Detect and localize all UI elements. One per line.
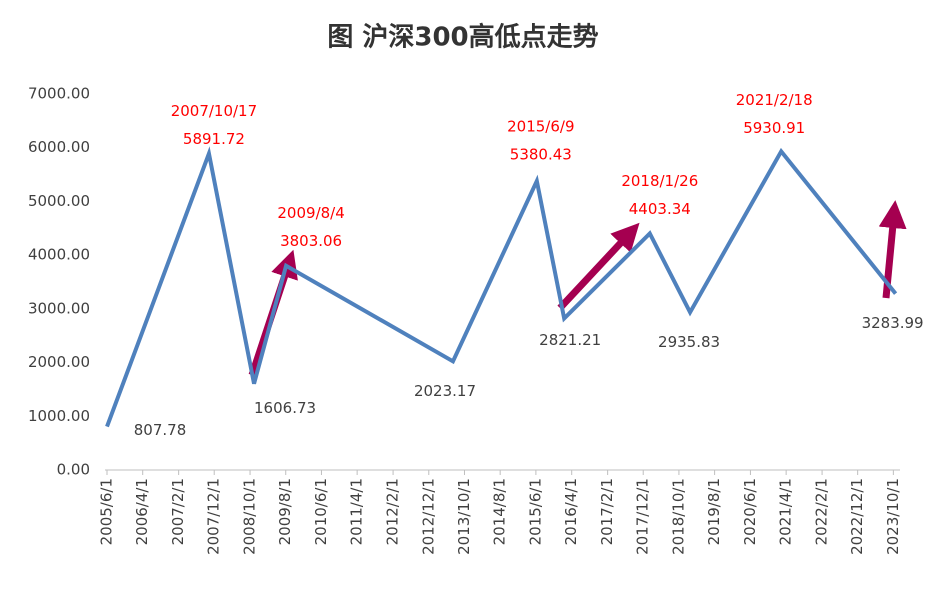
y-tick-label: 1000.00 [28, 407, 90, 425]
data-label: 2023.17 [414, 382, 476, 400]
chart-title: 图 沪深300高低点走势 [327, 22, 598, 53]
y-tick-label: 2000.00 [28, 353, 90, 371]
x-tick-label: 2018/10/1 [669, 478, 687, 555]
data-label: 3283.99 [862, 314, 924, 332]
date-label: 2021/2/18 [736, 91, 813, 109]
x-tick-label: 2007/12/1 [205, 478, 223, 555]
x-tick-label: 2006/4/1 [133, 478, 151, 545]
y-tick-label: 0.00 [57, 461, 90, 479]
date-label: 2018/1/26 [621, 172, 698, 190]
arrow [557, 222, 640, 311]
date-label: 2015/6/9 [507, 117, 574, 135]
x-tick-label: 2013/10/1 [455, 478, 473, 555]
x-tick-label: 2019/8/1 [705, 478, 723, 545]
x-tick-label: 2017/2/1 [598, 478, 616, 545]
y-tick-label: 5000.00 [28, 192, 90, 210]
y-tick-label: 7000.00 [28, 85, 90, 103]
x-tick-label: 2012/12/1 [419, 478, 437, 555]
x-tick-label: 2007/2/1 [169, 478, 187, 545]
y-tick-label: 4000.00 [28, 246, 90, 264]
data-label: 807.78 [134, 421, 187, 439]
x-tick-label: 2023/10/1 [884, 478, 902, 555]
x-tick-label: 2012/2/1 [384, 478, 402, 545]
arrows [248, 200, 907, 377]
data-label: 2821.21 [539, 331, 601, 349]
data-label: 2935.83 [658, 333, 720, 351]
date-label: 2007/10/17 [171, 102, 257, 120]
data-label: 3803.06 [280, 232, 342, 250]
y-tick-label: 3000.00 [28, 299, 90, 317]
x-tick-label: 2009/8/1 [276, 478, 294, 545]
x-tick-label: 2021/4/1 [777, 478, 795, 545]
data-label: 1606.73 [254, 399, 316, 417]
x-tick-label: 2005/6/1 [98, 478, 116, 545]
x-tick-label: 2011/4/1 [348, 478, 366, 545]
x-tick-label: 2020/6/1 [741, 478, 759, 545]
data-label: 5891.72 [183, 130, 245, 148]
data-label: 5380.43 [510, 145, 572, 163]
x-tick-label: 2008/10/1 [241, 478, 259, 555]
data-label: 5930.91 [743, 119, 805, 137]
x-tick-label: 2010/6/1 [312, 478, 330, 545]
x-tick-label: 2017/12/1 [634, 478, 652, 555]
x-tick-label: 2022/12/1 [848, 478, 866, 555]
data-label: 4403.34 [629, 200, 691, 218]
x-tick-label: 2016/4/1 [562, 478, 580, 545]
series-line [105, 146, 898, 428]
x-tick-label: 2022/2/1 [813, 478, 831, 545]
x-tick-label: 2015/6/1 [526, 478, 544, 545]
date-label: 2009/8/4 [277, 204, 344, 222]
x-tick-label: 2014/8/1 [491, 478, 509, 545]
y-tick-label: 6000.00 [28, 138, 90, 156]
